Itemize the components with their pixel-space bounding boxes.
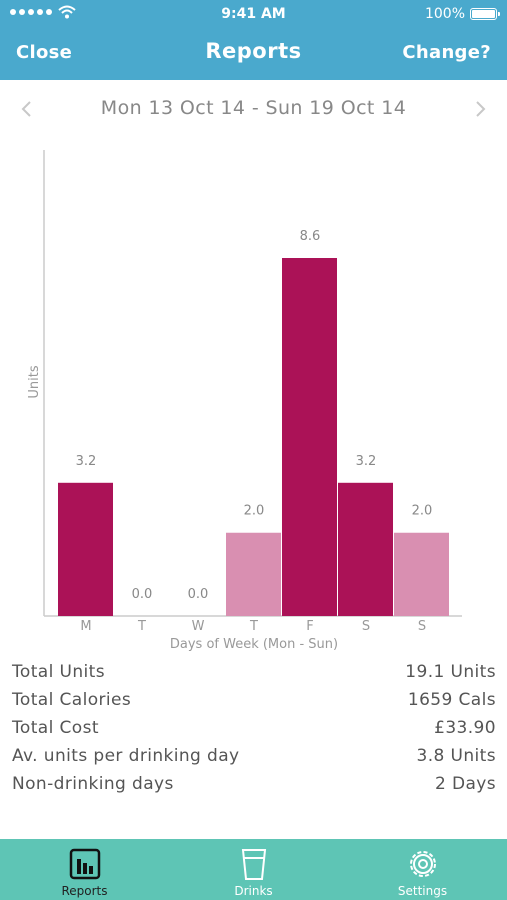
bar-value-label: 3.2	[356, 454, 377, 469]
close-button[interactable]: Close	[16, 42, 73, 63]
x-tick-label: F	[306, 619, 313, 634]
wifi-icon	[58, 5, 76, 19]
glass-icon	[241, 849, 266, 880]
stat-label: Total Units	[12, 662, 105, 682]
stat-label: Av. units per drinking day	[12, 746, 240, 766]
stat-value: 19.1 Units	[405, 662, 496, 682]
x-axis-label: Days of Week (Mon - Sun)	[170, 637, 338, 652]
bar-value-label: 3.2	[76, 454, 97, 469]
stat-value: 1659 Cals	[407, 690, 496, 710]
stat-value: 3.8 Units	[416, 746, 496, 766]
tab-bar: Reports Drinks Settings	[0, 839, 507, 900]
bar-value-label: 0.0	[132, 587, 153, 602]
stat-row: Total Calories 1659 Cals	[12, 690, 496, 718]
next-week-icon[interactable]	[469, 98, 491, 120]
battery-percentage: 100%	[424, 6, 465, 22]
status-bar: 9:41 AM 100%	[0, 0, 507, 28]
stat-label: Non-drinking days	[12, 774, 174, 794]
tab-settings[interactable]: Settings	[338, 839, 507, 900]
date-navigator: Mon 13 Oct 14 - Sun 19 Oct 14	[0, 80, 507, 140]
stat-row: Total Units 19.1 Units	[12, 662, 496, 690]
bar[interactable]	[282, 258, 337, 616]
bar-value-label: 8.6	[300, 229, 321, 244]
bar[interactable]	[338, 482, 393, 616]
bar[interactable]	[226, 532, 281, 616]
tab-label: Reports	[61, 884, 108, 898]
stat-label: Total Cost	[12, 718, 99, 738]
gear-icon	[409, 851, 436, 877]
date-range-label: Mon 13 Oct 14 - Sun 19 Oct 14	[100, 97, 407, 119]
bar-value-label: 2.0	[412, 504, 433, 519]
status-time: 9:41 AM	[221, 6, 286, 22]
stat-value: 2 Days	[434, 774, 496, 794]
bar-value-label: 2.0	[244, 504, 265, 519]
x-tick-label: T	[249, 619, 258, 634]
previous-week-icon[interactable]	[16, 98, 38, 120]
stat-row: Av. units per drinking day 3.8 Units	[12, 746, 496, 774]
stat-label: Total Calories	[12, 690, 132, 710]
stat-row: Total Cost £33.90	[12, 718, 496, 746]
tab-label: Settings	[397, 884, 448, 898]
bar-value-label: 0.0	[188, 587, 209, 602]
x-tick-label: T	[137, 619, 146, 634]
y-axis-label: Units	[27, 365, 42, 398]
x-tick-label: W	[192, 619, 205, 634]
signal-strength-icon	[10, 9, 52, 15]
tab-reports[interactable]: Reports	[0, 839, 169, 900]
change-button[interactable]: Change?	[402, 42, 491, 63]
tab-label: Drinks	[234, 884, 273, 898]
stat-row: Non-drinking days 2 Days	[12, 774, 496, 802]
tab-drinks[interactable]: Drinks	[169, 839, 338, 900]
x-tick-label: S	[362, 619, 370, 634]
bar[interactable]	[58, 482, 113, 616]
x-tick-label: M	[80, 619, 91, 634]
x-tick-label: S	[418, 619, 426, 634]
bar[interactable]	[394, 532, 449, 616]
units-bar-chart: 3.2 M 0.0 T 0.0 W 2.0 T 8.6 F 3.2 S 2.0 S Days of Week…	[27, 150, 462, 652]
weekly-stats: Total Units 19.1 Units Total Calories 1659 …	[12, 662, 496, 802]
bar-chart-icon	[69, 848, 100, 880]
stat-value: £33.90	[434, 718, 496, 738]
navigation-bar: Close Reports Change?	[0, 28, 507, 80]
battery-icon	[470, 8, 500, 20]
